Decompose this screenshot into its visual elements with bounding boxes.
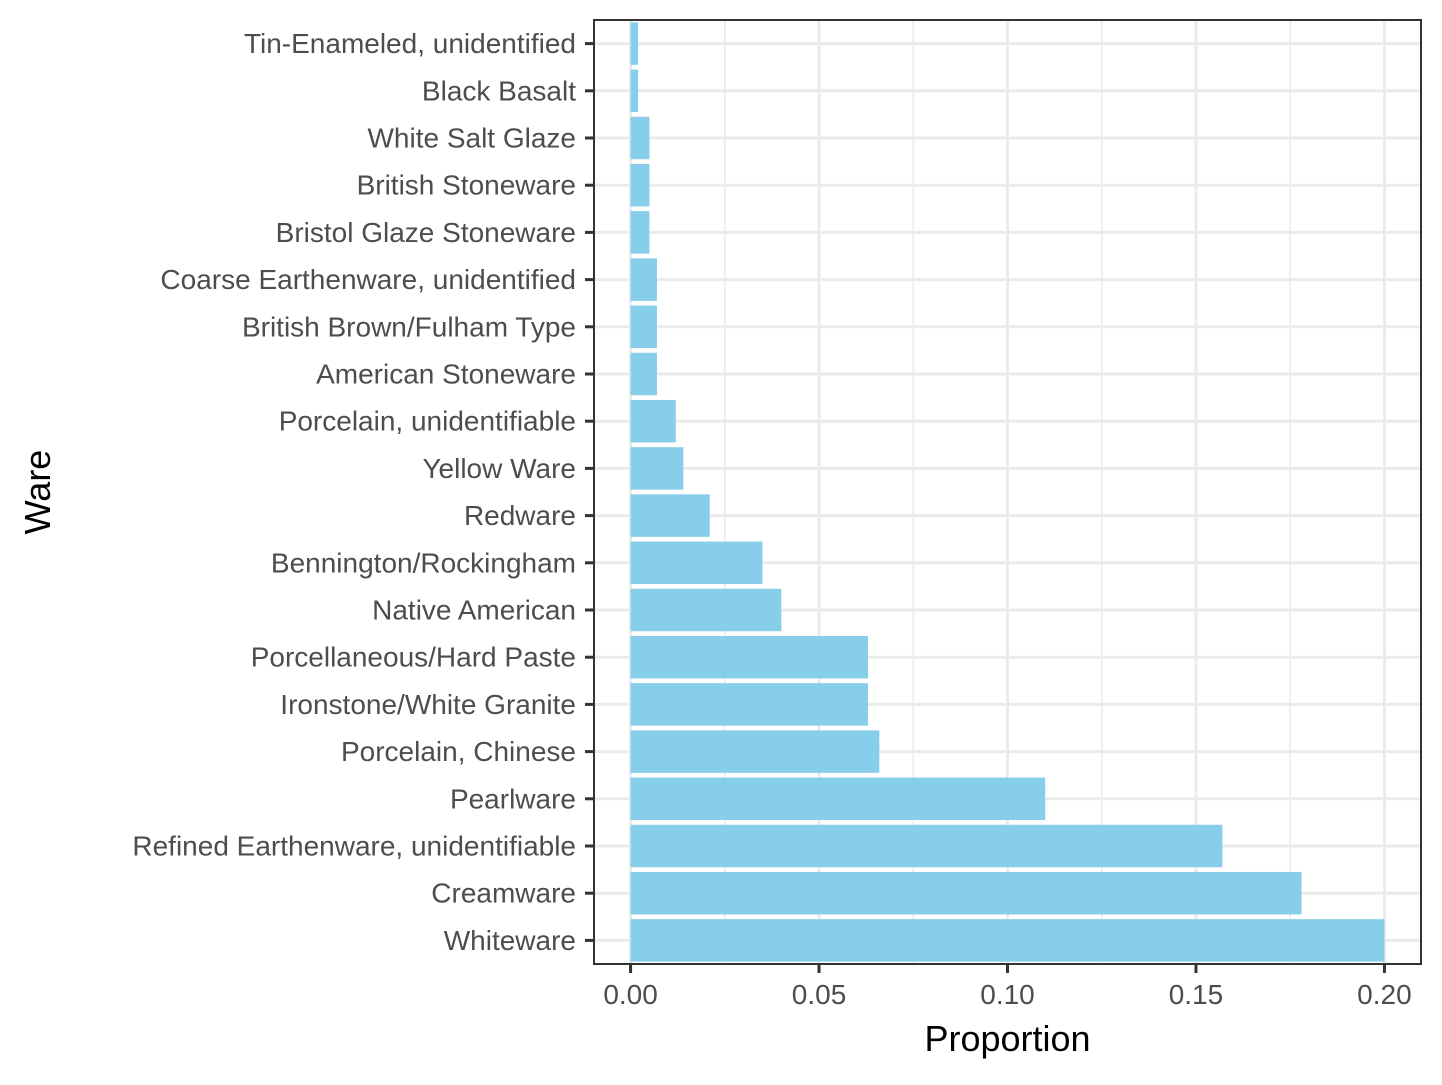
bar — [630, 22, 639, 65]
bar — [630, 541, 763, 585]
y-tick-label: Tin-Enameled, unidentified — [244, 28, 576, 59]
y-tick-label: British Stoneware — [357, 170, 576, 201]
bar — [630, 352, 657, 396]
bar — [630, 211, 650, 254]
y-tick-label: Porcellaneous/Hard Paste — [251, 642, 576, 673]
y-tick-label: White Salt Glaze — [367, 123, 576, 154]
y-tick-label: Creamware — [431, 878, 576, 909]
bar — [630, 399, 676, 443]
bar — [630, 69, 639, 113]
bar — [630, 494, 710, 537]
y-tick-label: British Brown/Fulham Type — [242, 311, 576, 342]
y-tick-label: Bennington/Rockingham — [271, 547, 576, 578]
y-tick-label: Black Basalt — [422, 75, 576, 106]
y-tick-label: Whiteware — [444, 925, 576, 956]
x-axis-title: Proportion — [924, 1018, 1090, 1059]
axes: Tin-Enameled, unidentified Black Basalt Wh… — [132, 28, 1411, 1010]
bars — [630, 22, 1385, 962]
bar — [630, 871, 1302, 915]
bar — [630, 588, 782, 632]
bar — [630, 730, 880, 773]
y-tick-label: Porcelain, Chinese — [341, 736, 576, 767]
bar — [630, 777, 1046, 821]
x-tick-label: 0.20 — [1357, 979, 1412, 1010]
bar — [630, 824, 1223, 868]
x-tick-label: 0.10 — [980, 979, 1035, 1010]
x-tick-label: 0.00 — [603, 979, 658, 1010]
y-axis-title: Ware — [17, 450, 58, 535]
y-tick-label: Native American — [372, 595, 576, 626]
bar — [630, 116, 650, 160]
bar — [630, 447, 684, 490]
bar — [630, 683, 869, 726]
y-tick-label: Coarse Earthenware, unidentified — [160, 264, 576, 295]
bar — [630, 919, 1385, 962]
x-tick-label: 0.15 — [1169, 979, 1224, 1010]
bar — [630, 258, 657, 301]
y-tick-label: Refined Earthenware, unidentifiable — [132, 831, 576, 862]
grid-lines — [594, 20, 1421, 964]
bar — [630, 635, 869, 679]
y-tick-label: Porcelain, unidentifiable — [279, 406, 576, 437]
y-tick-label: Bristol Glaze Stoneware — [276, 217, 576, 248]
y-tick-label: Ironstone/White Granite — [280, 689, 576, 720]
y-tick-label: American Stoneware — [316, 359, 576, 390]
y-tick-label: Redware — [464, 500, 576, 531]
x-tick-label: 0.05 — [792, 979, 847, 1010]
y-tick-label: Yellow Ware — [422, 453, 576, 484]
bar — [630, 163, 650, 207]
bar — [630, 305, 657, 349]
y-tick-label: Pearlware — [450, 783, 576, 814]
